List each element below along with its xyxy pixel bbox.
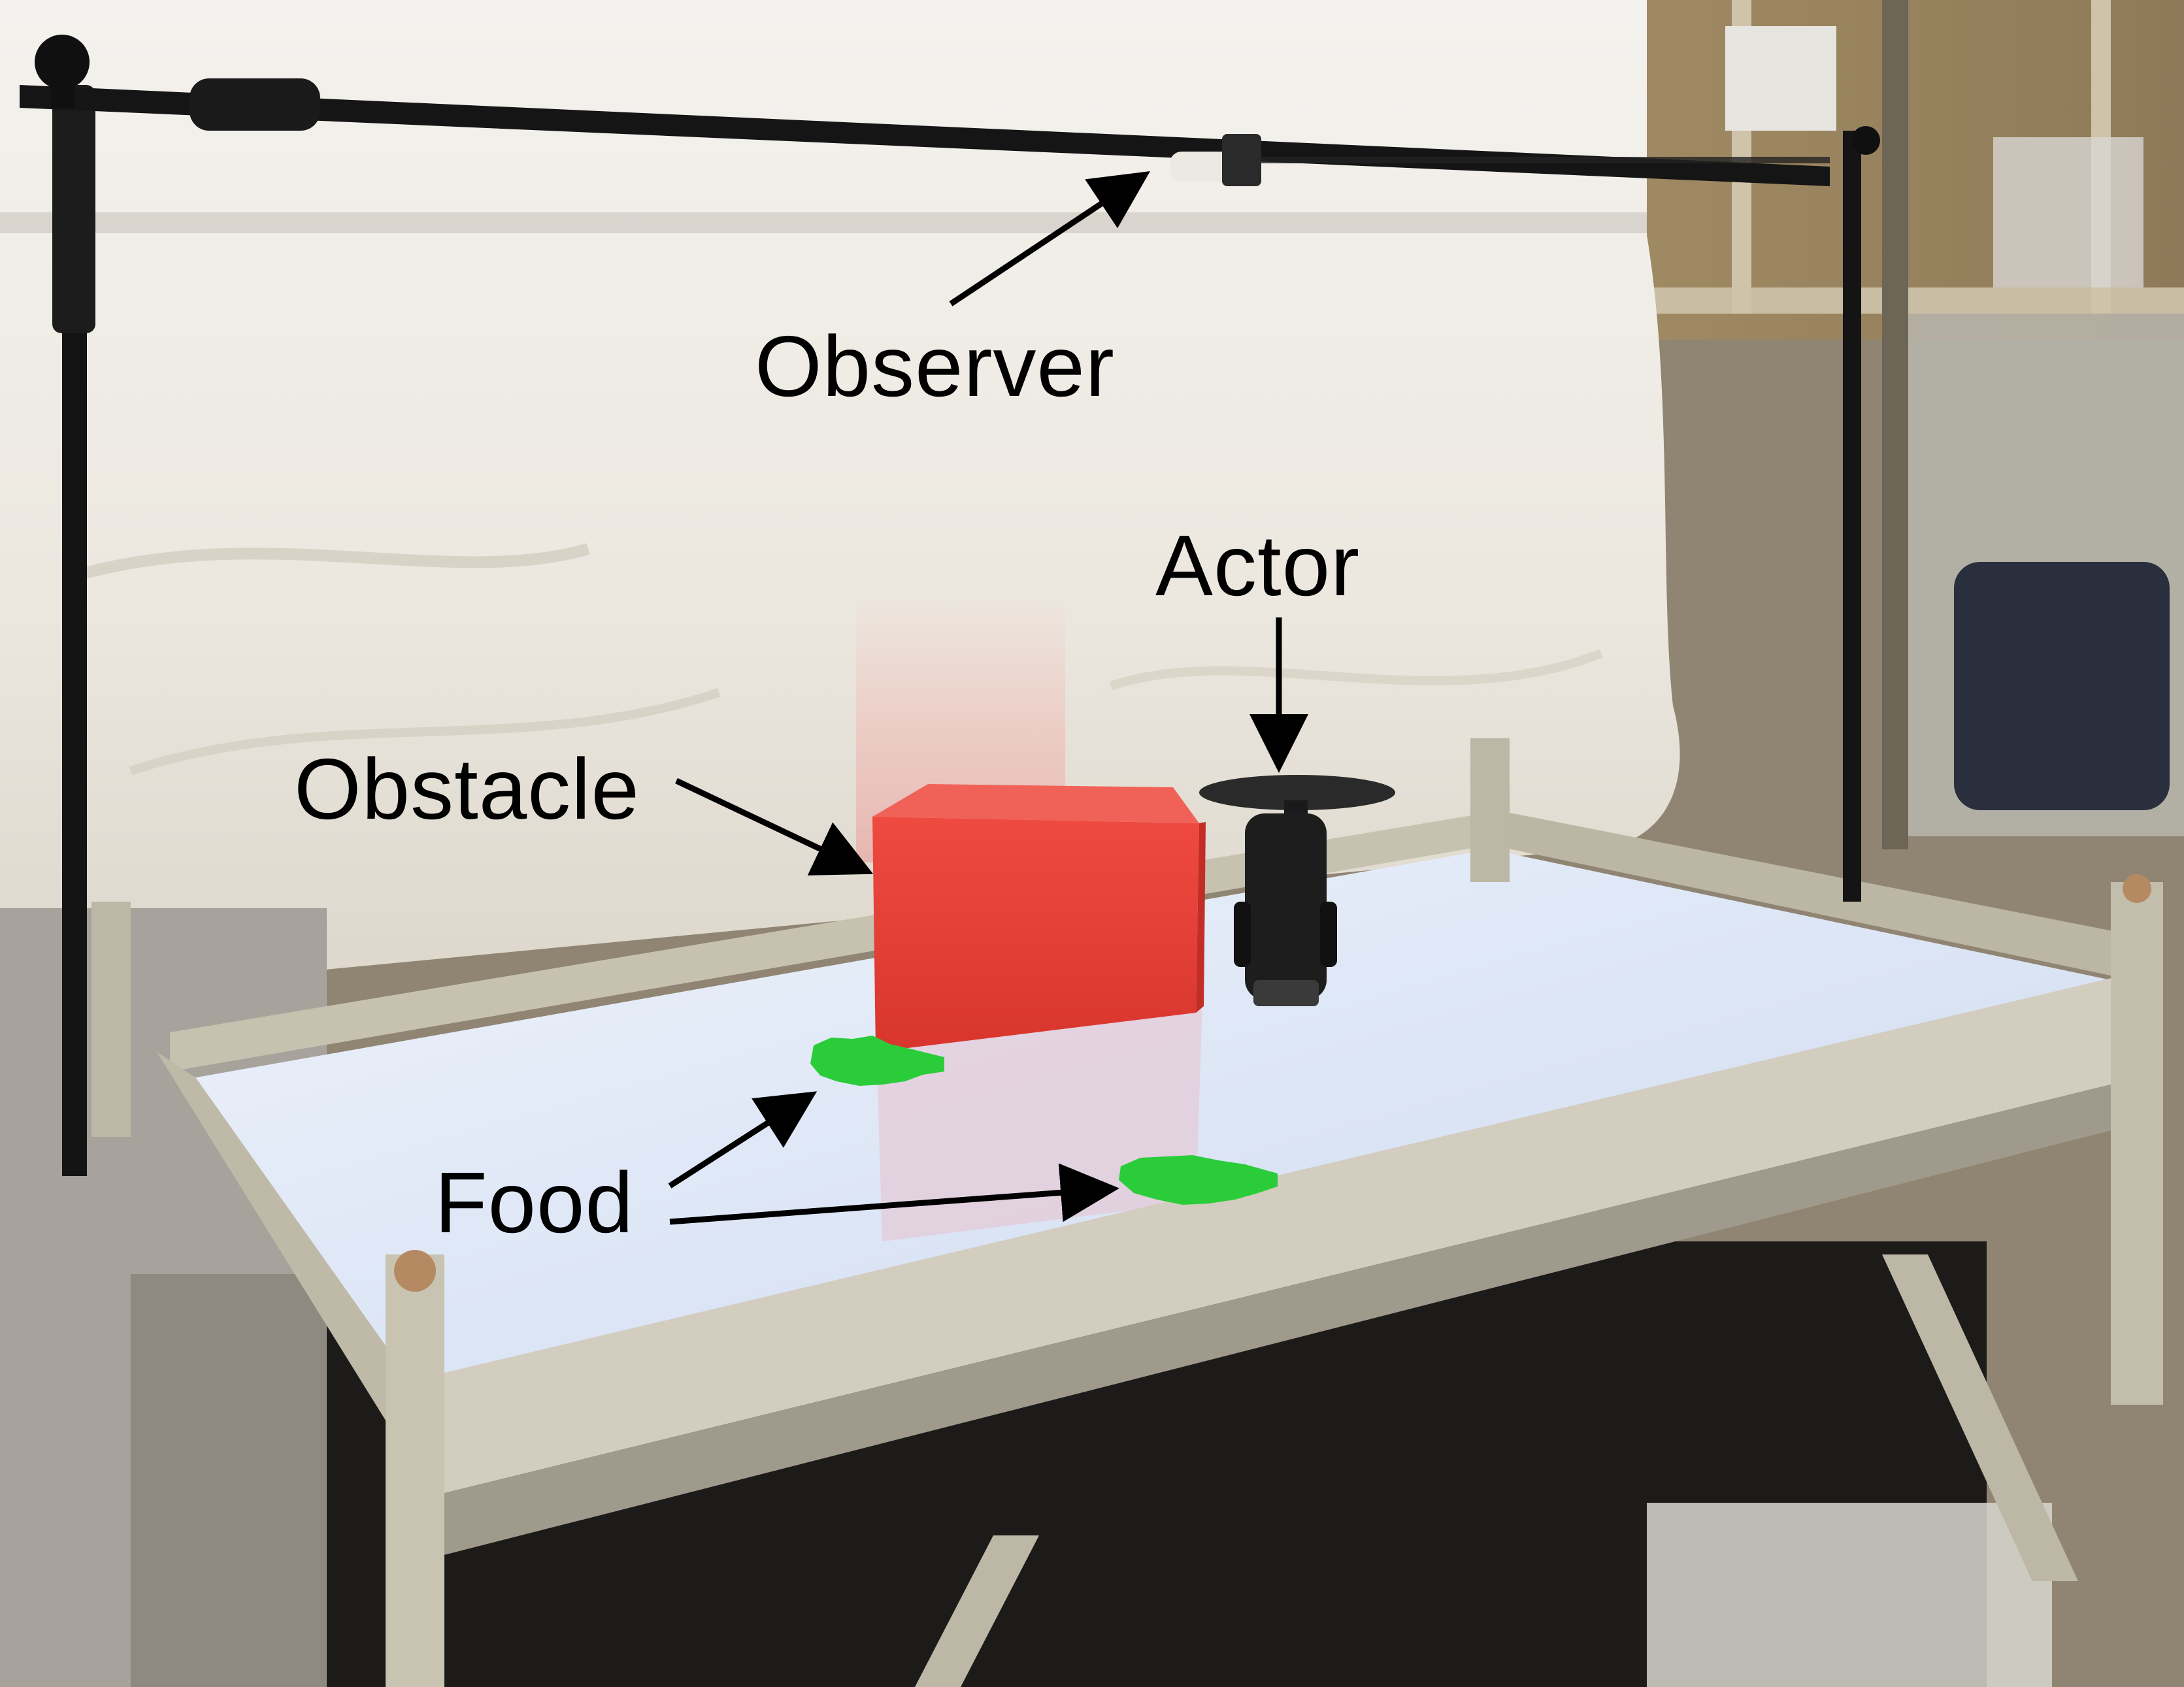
obstacle-box-top — [872, 784, 1199, 823]
food-patch — [1119, 1155, 1278, 1205]
obstacle-box-side — [1196, 822, 1206, 1013]
obstacle-label: Obstacle — [294, 741, 640, 837]
shelf-box — [1993, 137, 2143, 287]
shelf-box — [1725, 26, 1836, 131]
actor-robot-platform — [1199, 775, 1395, 810]
stand-pole-left-upper — [52, 85, 95, 333]
sheet-fold — [129, 688, 721, 776]
sheet-fold — [76, 543, 590, 581]
frame-left-post — [91, 902, 131, 1137]
actor-robot-wheel — [1320, 902, 1337, 967]
food-patch — [810, 1036, 944, 1086]
observer-arrow — [949, 171, 1150, 306]
chair-back — [1954, 562, 2170, 810]
cork-foot — [394, 1250, 436, 1292]
food-arrow — [669, 1163, 1119, 1225]
observer-label: Observer — [755, 318, 1115, 414]
left-cabinet-side — [131, 1274, 327, 1687]
obstacle-box-front — [872, 817, 1199, 1052]
obstacle-arrow — [675, 778, 874, 876]
camera-cable — [1261, 157, 1830, 163]
frame-right-rail — [1497, 810, 2163, 987]
cork-foot — [2123, 874, 2151, 903]
sheet-fold — [1109, 649, 1603, 691]
frame-front-rail-lower — [405, 1078, 2137, 1562]
observer-camera-mount — [1222, 134, 1261, 186]
frame-right-post — [2111, 882, 2163, 1405]
frame-left-rail — [157, 1052, 418, 1431]
frame-front-post — [386, 1254, 444, 1687]
frame-front-rail — [392, 974, 2137, 1503]
boom-clamp — [190, 78, 320, 131]
actor-label: Actor — [1155, 517, 1361, 614]
actor-robot-base — [1253, 980, 1319, 1006]
actor-robot-body — [1245, 813, 1327, 1000]
frame-cross-brace — [915, 1535, 1039, 1687]
table-surface — [193, 849, 2111, 1392]
food-arrow — [668, 1091, 818, 1188]
stand-knob-stem — [51, 62, 74, 108]
cabinet-frame — [1882, 0, 1908, 849]
sheet-stripe — [0, 212, 1647, 233]
storage-box — [1647, 1503, 2052, 1687]
stand-top-right-knob — [1851, 126, 1880, 155]
food-label: Food — [435, 1155, 634, 1251]
actor-robot-wheel — [1234, 902, 1251, 967]
stand-pole-right — [1843, 131, 1861, 902]
frame-back-post — [1470, 738, 1510, 882]
frame-cross-brace — [1882, 1254, 2078, 1581]
